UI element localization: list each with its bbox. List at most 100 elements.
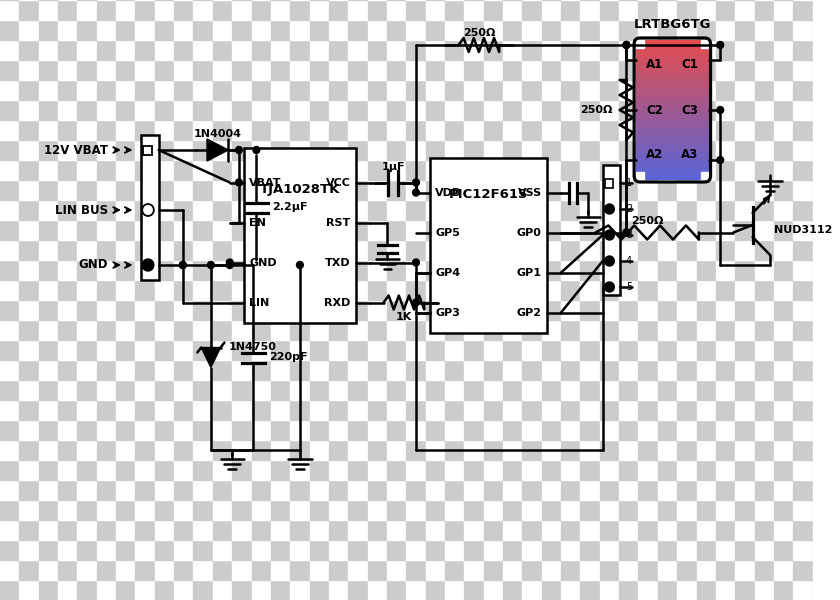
Bar (39, 100, 58, 120)
Bar (329, 280, 349, 300)
Bar (232, 80, 251, 100)
Bar (0, 380, 19, 400)
Bar (793, 180, 812, 200)
Bar (39, 560, 58, 580)
Bar (213, 400, 232, 420)
Bar (368, 340, 387, 360)
Bar (270, 440, 291, 460)
Bar (600, 200, 619, 220)
Bar (270, 40, 291, 60)
Bar (193, 580, 213, 600)
Bar (270, 180, 291, 200)
Bar (291, 440, 310, 460)
Bar (580, 220, 600, 240)
Bar (58, 480, 77, 500)
Bar (77, 40, 97, 60)
Bar (155, 120, 174, 140)
Bar (77, 0, 97, 20)
Bar (638, 540, 658, 560)
Bar (542, 440, 561, 460)
Circle shape (717, 157, 723, 163)
Bar (812, 580, 832, 600)
Bar (696, 500, 716, 520)
Bar (542, 40, 561, 60)
Bar (270, 340, 291, 360)
Bar (116, 560, 135, 580)
Bar (193, 480, 213, 500)
Bar (484, 240, 503, 260)
Bar (445, 400, 465, 420)
Bar (426, 360, 445, 380)
Bar (329, 20, 349, 40)
Bar (19, 300, 39, 320)
Text: 2: 2 (626, 204, 633, 214)
Bar (619, 480, 638, 500)
Bar (812, 200, 832, 220)
Bar (387, 200, 407, 220)
Bar (503, 420, 522, 440)
Bar (580, 360, 600, 380)
Bar (39, 260, 58, 280)
Bar (155, 80, 174, 100)
Bar (445, 0, 465, 20)
Bar (484, 460, 503, 480)
Bar (774, 440, 793, 460)
Bar (658, 100, 677, 120)
Bar (251, 60, 270, 80)
Bar (542, 300, 561, 320)
Bar (407, 40, 426, 60)
Bar (542, 160, 561, 180)
Bar (116, 40, 135, 60)
Bar (638, 360, 658, 380)
Bar (387, 540, 407, 560)
Bar (832, 100, 840, 120)
Bar (58, 200, 77, 220)
Bar (291, 220, 310, 240)
Text: TXD: TXD (325, 257, 350, 268)
Bar (349, 20, 368, 40)
Bar (193, 400, 213, 420)
Bar (445, 20, 465, 40)
Bar (484, 120, 503, 140)
Bar (503, 480, 522, 500)
Bar (754, 440, 774, 460)
Bar (701, 172, 709, 180)
Bar (754, 360, 774, 380)
Bar (735, 120, 754, 140)
Bar (193, 60, 213, 80)
Bar (174, 500, 193, 520)
Bar (754, 560, 774, 580)
Bar (716, 200, 735, 220)
Bar (135, 280, 155, 300)
Bar (97, 280, 116, 300)
Bar (58, 40, 77, 60)
Bar (0, 220, 19, 240)
Bar (0, 520, 19, 540)
Bar (39, 440, 58, 460)
Bar (600, 440, 619, 460)
Bar (213, 180, 232, 200)
Bar (291, 160, 310, 180)
Circle shape (412, 179, 419, 186)
Bar (291, 540, 310, 560)
Bar (542, 560, 561, 580)
Bar (387, 460, 407, 480)
Bar (658, 80, 677, 100)
Bar (39, 120, 58, 140)
Bar (638, 460, 658, 480)
Bar (77, 480, 97, 500)
Bar (832, 220, 840, 240)
Bar (58, 180, 77, 200)
Bar (619, 440, 638, 460)
Bar (600, 420, 619, 440)
Bar (465, 220, 484, 240)
Bar (696, 460, 716, 480)
Bar (484, 340, 503, 360)
Bar (774, 340, 793, 360)
Bar (619, 20, 638, 40)
Bar (135, 520, 155, 540)
Bar (329, 540, 349, 560)
Bar (0, 180, 19, 200)
Text: PIC12F615: PIC12F615 (449, 188, 528, 202)
Bar (387, 440, 407, 460)
